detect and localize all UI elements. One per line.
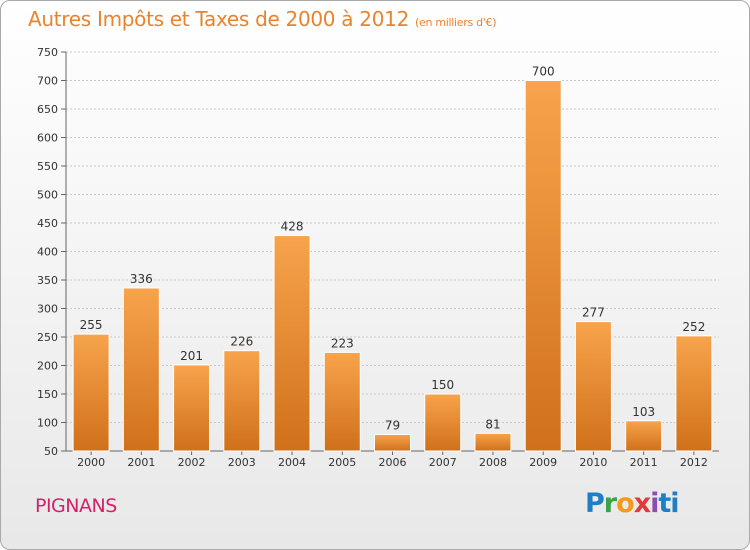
y-tick-label: 100 (37, 417, 58, 430)
bar-2005 (323, 351, 361, 452)
bar-2010 (574, 321, 612, 452)
y-tick-label: 450 (37, 217, 58, 230)
x-tick-label: 2001 (127, 456, 155, 469)
x-tick-label: 2007 (429, 456, 457, 469)
data-label: 428 (281, 220, 304, 234)
data-label: 226 (230, 335, 253, 349)
bar-2002 (173, 364, 211, 452)
bar-2004 (273, 235, 311, 452)
y-tick-label: 150 (37, 388, 58, 401)
bar-2000 (72, 333, 110, 452)
data-label: 81 (485, 417, 500, 431)
x-tick-label: 2012 (680, 456, 708, 469)
x-tick-label: 2002 (178, 456, 206, 469)
x-tick-label: 2008 (479, 456, 507, 469)
x-tick-label: 2010 (579, 456, 607, 469)
data-label: 336 (130, 272, 153, 286)
y-tick-label: 250 (37, 331, 58, 344)
data-label: 103 (632, 405, 655, 419)
data-label: 277 (582, 306, 605, 320)
y-tick-label: 200 (37, 360, 58, 373)
y-tick-label: 750 (37, 46, 58, 59)
bar-2012 (675, 335, 713, 452)
bar-2011 (625, 420, 663, 452)
chart-title-text: Autres Impôts et Taxes de 2000 à 2012 (28, 7, 409, 31)
data-label: 255 (80, 318, 103, 332)
x-tick-label: 2003 (228, 456, 256, 469)
chart-unit: (en milliers d'€) (415, 16, 497, 29)
data-label: 700 (532, 65, 555, 79)
y-tick-label: 600 (37, 132, 58, 145)
x-tick-label: 2000 (77, 456, 105, 469)
data-label: 150 (431, 378, 454, 392)
bar-2001 (122, 287, 160, 452)
grid-layer (66, 51, 719, 452)
chart-title: Autres Impôts et Taxes de 2000 à 2012 (en… (28, 7, 496, 31)
y-tick-label: 500 (37, 189, 58, 202)
data-label: 79 (385, 418, 400, 432)
bar-2008 (474, 432, 512, 452)
bar-layer (72, 80, 713, 452)
y-tick-label: 650 (37, 103, 58, 116)
x-tick-label: 2011 (630, 456, 658, 469)
y-tick-label: 300 (37, 303, 58, 316)
label-layer: 255 2000 336 2001 201 2002 226 2003 428 2004 223 20… (77, 65, 708, 470)
y-tick-label: 350 (37, 274, 58, 287)
data-label: 223 (331, 336, 354, 350)
bar-2007 (424, 393, 462, 452)
x-tick-label: 2006 (379, 456, 407, 469)
y-tick-label: 400 (37, 246, 58, 259)
x-tick-label: 2004 (278, 456, 306, 469)
data-label: 252 (682, 320, 705, 334)
y-tick-label: 700 (37, 75, 58, 88)
data-label: 201 (180, 349, 203, 363)
commune-name: PIGNANS (35, 495, 117, 517)
bar-2006 (374, 433, 411, 452)
y-tick-label: 50 (44, 445, 58, 458)
x-tick-label: 2005 (328, 456, 356, 469)
x-tick-label: 2009 (529, 456, 557, 469)
bar-2009 (524, 80, 562, 452)
y-tick-label: 550 (37, 160, 58, 173)
bar-2003 (223, 350, 261, 452)
proxiti-logo: Proxiti (585, 488, 680, 519)
